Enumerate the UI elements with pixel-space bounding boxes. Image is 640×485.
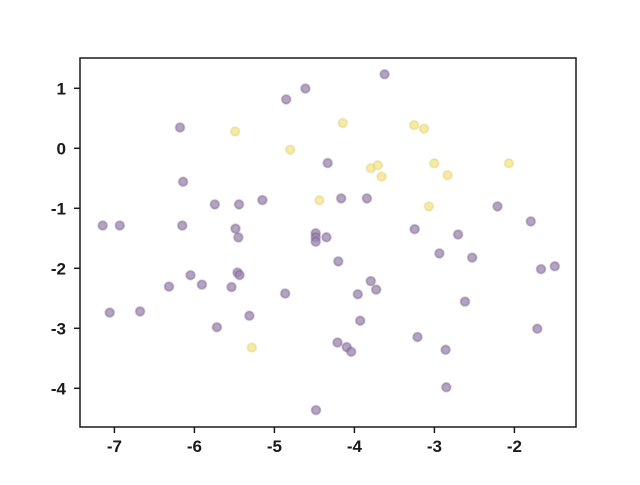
svg-text:-3: -3 xyxy=(427,437,442,456)
svg-text:1: 1 xyxy=(57,79,66,98)
svg-text:-5: -5 xyxy=(267,437,282,456)
svg-text:-2: -2 xyxy=(507,437,522,456)
svg-text:-7: -7 xyxy=(107,437,122,456)
svg-text:-4: -4 xyxy=(51,379,67,398)
svg-text:-6: -6 xyxy=(187,437,202,456)
svg-text:-2: -2 xyxy=(51,259,66,278)
svg-text:-3: -3 xyxy=(51,319,66,338)
svg-text:-1: -1 xyxy=(51,199,66,218)
svg-text:-4: -4 xyxy=(347,437,363,456)
svg-text:0: 0 xyxy=(57,139,66,158)
